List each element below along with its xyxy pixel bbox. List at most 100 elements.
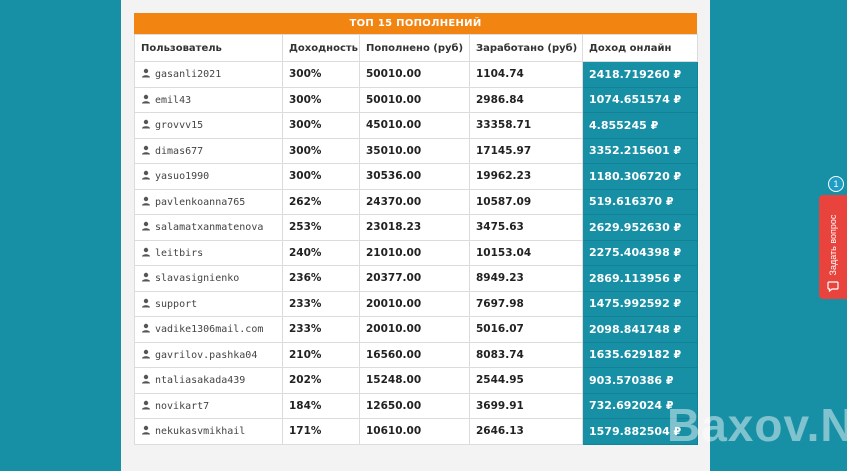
cell-deposited: 21010.00 — [359, 239, 470, 266]
cell-earned: 33358.71 — [469, 112, 583, 139]
cell-yield: 236% — [282, 265, 360, 292]
cell-income: 2275.404398 ₽ — [582, 239, 698, 266]
user-icon — [141, 298, 151, 308]
cell-user: gasanli2021 — [134, 61, 283, 88]
chat-icon — [827, 277, 839, 296]
cell-deposited: 30536.00 — [359, 163, 470, 190]
username: support — [155, 298, 198, 310]
table-row: gavrilov.pashka04 210% 16560.00 8083.74 1635… — [134, 341, 698, 368]
cell-earned: 1104.74 — [469, 61, 583, 88]
cell-deposited: 23018.23 — [359, 214, 470, 241]
cell-earned: 19962.23 — [469, 163, 583, 190]
column-header-income: Доход онлайн — [582, 34, 698, 62]
cell-user: nekukasvmikhail — [134, 418, 283, 445]
cell-user: pavlenkoanna765 — [134, 188, 283, 215]
cell-user: grovvv15 — [134, 112, 283, 139]
cell-income: 2629.952630 ₽ — [582, 214, 698, 241]
user-icon — [141, 400, 151, 410]
user-icon — [141, 170, 151, 180]
cell-deposited: 15248.00 — [359, 367, 470, 394]
cell-income: 1579.882504 ₽ — [582, 418, 698, 445]
table-row: leitbirs 240% 21010.00 10153.04 2275.404398 … — [134, 239, 698, 266]
user-icon — [141, 349, 151, 359]
cell-user: support — [134, 290, 283, 317]
cell-income: 903.570386 ₽ — [582, 367, 698, 394]
username: ntaliasakada439 — [155, 375, 246, 387]
user-icon — [141, 196, 151, 206]
cell-earned: 17145.97 — [469, 137, 583, 164]
cell-income: 3352.215601 ₽ — [582, 137, 698, 164]
cell-deposited: 35010.00 — [359, 137, 470, 164]
cell-yield: 262% — [282, 188, 360, 215]
cell-earned: 10153.04 — [469, 239, 583, 266]
cell-deposited: 24370.00 — [359, 188, 470, 215]
cell-income: 1475.992592 ₽ — [582, 290, 698, 317]
username: grovvv15 — [155, 120, 204, 132]
cell-earned: 2544.95 — [469, 367, 583, 394]
cell-yield: 300% — [282, 163, 360, 190]
cell-yield: 233% — [282, 316, 360, 343]
username: gasanli2021 — [155, 69, 222, 81]
column-header-user: Пользователь — [134, 34, 283, 62]
cell-deposited: 20377.00 — [359, 265, 470, 292]
cell-income: 2098.841748 ₽ — [582, 316, 698, 343]
ask-question-button[interactable]: Задать вопрос — [819, 195, 847, 299]
cell-deposited: 20010.00 — [359, 316, 470, 343]
cell-deposited: 10610.00 — [359, 418, 470, 445]
username: nekukasvmikhail — [155, 426, 246, 438]
cell-yield: 300% — [282, 61, 360, 88]
user-icon — [141, 247, 151, 257]
cell-earned: 5016.07 — [469, 316, 583, 343]
cell-income: 1180.306720 ₽ — [582, 163, 698, 190]
table-row: pavlenkoanna765 262% 24370.00 10587.09 519.6… — [134, 188, 698, 215]
table-title: ТОП 15 ПОПОЛНЕНИЙ — [134, 13, 697, 34]
username: vadike1306mail.com — [155, 324, 264, 336]
username: emil43 — [155, 94, 192, 106]
user-icon — [141, 323, 151, 333]
cell-user: salamatxanmatenova — [134, 214, 283, 241]
user-icon — [141, 119, 151, 129]
cell-user: vadike1306mail.com — [134, 316, 283, 343]
cell-earned: 3475.63 — [469, 214, 583, 241]
cell-yield: 184% — [282, 392, 360, 419]
username: dimas677 — [155, 145, 204, 157]
username: novikart7 — [155, 400, 210, 412]
ask-question-label: Задать вопрос — [828, 214, 838, 276]
cell-user: leitbirs — [134, 239, 283, 266]
username: slavasignienko — [155, 273, 240, 285]
column-header-yield: Доходность — [282, 34, 360, 62]
cell-income: 4.855245 ₽ — [582, 112, 698, 139]
table-row: gasanli2021 300% 50010.00 1104.74 2418.71926… — [134, 61, 698, 88]
cell-earned: 2986.84 — [469, 86, 583, 113]
username: leitbirs — [155, 247, 204, 259]
cell-user: yasuo1990 — [134, 163, 283, 190]
cell-deposited: 16560.00 — [359, 341, 470, 368]
cell-income: 732.692024 ₽ — [582, 392, 698, 419]
username: yasuo1990 — [155, 171, 210, 183]
cell-deposited: 20010.00 — [359, 290, 470, 317]
cell-income: 1074.651574 ₽ — [582, 86, 698, 113]
deposits-grid: Пользователь Доходность Пополнено (руб) … — [134, 34, 698, 445]
cell-user: gavrilov.pashka04 — [134, 341, 283, 368]
cell-user: ntaliasakada439 — [134, 367, 283, 394]
cell-earned: 3699.91 — [469, 392, 583, 419]
cell-yield: 253% — [282, 214, 360, 241]
cell-yield: 300% — [282, 112, 360, 139]
cell-deposited: 12650.00 — [359, 392, 470, 419]
cell-user: dimas677 — [134, 137, 283, 164]
username: gavrilov.pashka04 — [155, 349, 258, 361]
cell-earned: 8949.23 — [469, 265, 583, 292]
user-icon — [141, 272, 151, 282]
cell-deposited: 45010.00 — [359, 112, 470, 139]
cell-yield: 300% — [282, 137, 360, 164]
cell-earned: 7697.98 — [469, 290, 583, 317]
user-icon — [141, 145, 151, 155]
top-deposits-table: ТОП 15 ПОПОЛНЕНИЙ Пользователь Доходност… — [134, 13, 698, 445]
cell-yield: 240% — [282, 239, 360, 266]
cell-user: emil43 — [134, 86, 283, 113]
user-icon — [141, 221, 151, 231]
cell-earned: 10587.09 — [469, 188, 583, 215]
cell-earned: 2646.13 — [469, 418, 583, 445]
column-header-deposited: Пополнено (руб) — [359, 34, 470, 62]
watermark: Baxov.Net — [667, 399, 847, 451]
